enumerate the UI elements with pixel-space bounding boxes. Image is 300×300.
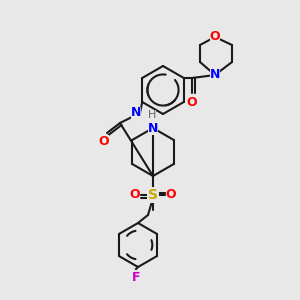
Text: O: O xyxy=(99,135,109,148)
Text: F: F xyxy=(132,271,140,284)
Text: O: O xyxy=(130,188,140,202)
Text: O: O xyxy=(187,96,197,109)
Text: N: N xyxy=(210,68,220,82)
Text: N: N xyxy=(130,106,141,119)
Text: H: H xyxy=(148,110,156,120)
Text: O: O xyxy=(166,188,176,202)
Text: O: O xyxy=(210,31,220,44)
Text: N: N xyxy=(148,122,158,134)
Text: S: S xyxy=(148,188,158,202)
